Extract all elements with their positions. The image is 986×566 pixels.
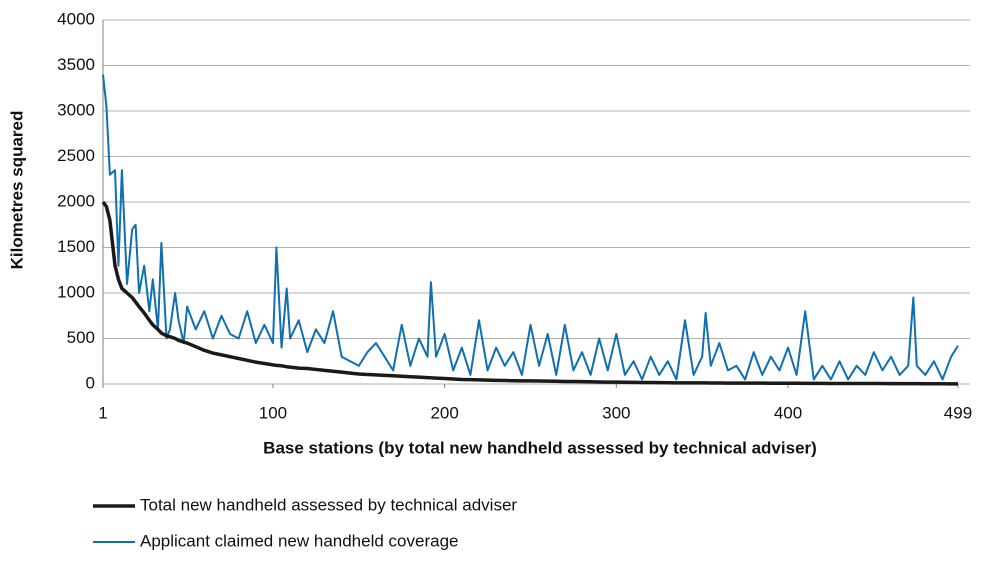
x-axis-title: Base stations (by total new handheld ass…	[263, 438, 817, 457]
y-tick-label: 1000	[57, 282, 95, 301]
x-tick-label: 200	[430, 403, 458, 422]
x-tick-label: 499	[944, 403, 972, 422]
line-series	[102, 74, 959, 381]
line-series	[101, 200, 958, 386]
y-axis-title: Kilometres squared	[7, 111, 26, 270]
x-tick-label: 400	[774, 403, 802, 422]
y-tick-label: 4000	[57, 9, 95, 28]
y-tick-label: 0	[86, 373, 95, 392]
legend-label: Applicant claimed new handheld coverage	[140, 531, 458, 550]
y-tick-label: 2000	[57, 191, 95, 210]
x-tick-label: 300	[602, 403, 630, 422]
x-tick-label: 1	[98, 403, 107, 422]
y-tick-label: 3500	[57, 55, 95, 74]
y-tick-label: 2500	[57, 146, 95, 165]
y-tick-label: 1500	[57, 237, 95, 256]
y-tick-label: 500	[67, 328, 95, 347]
x-tick-label: 100	[259, 403, 287, 422]
y-tick-label: 3000	[57, 100, 95, 119]
legend-label: Total new handheld assessed by technical…	[140, 495, 517, 514]
